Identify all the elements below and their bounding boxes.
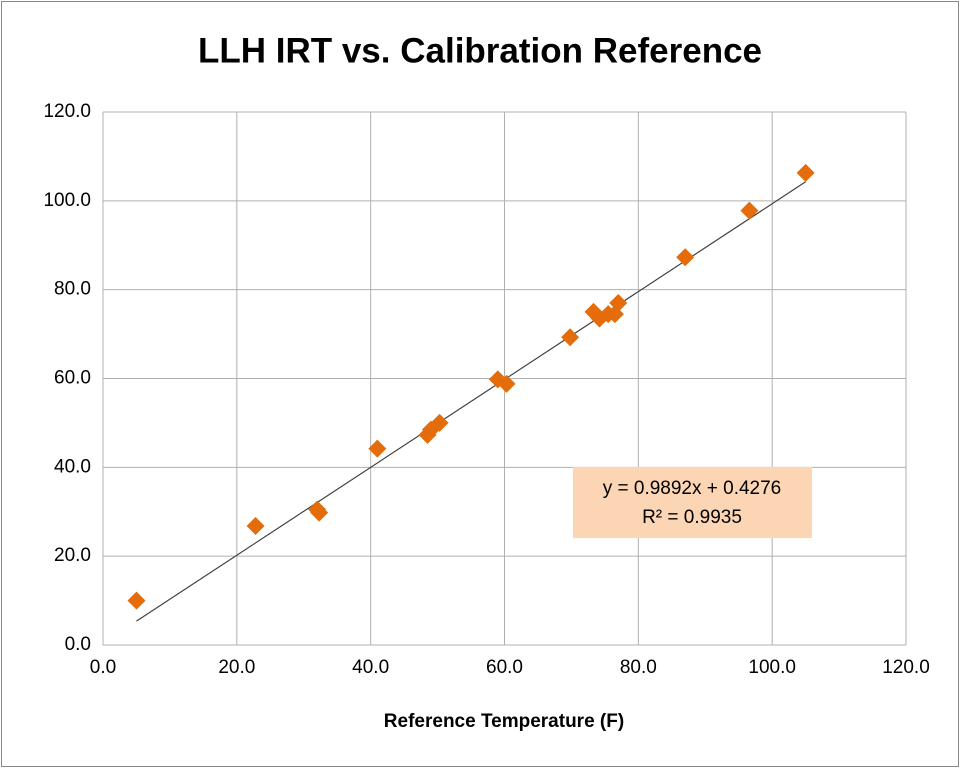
point <box>127 591 146 610</box>
y-tick-label: 120.0 <box>43 101 91 122</box>
point <box>676 248 695 267</box>
point <box>246 516 265 535</box>
x-tick-label: 120.0 <box>882 657 930 678</box>
y-tick-label: 20.0 <box>54 545 91 566</box>
y-tick-label: 60.0 <box>54 368 91 389</box>
y-tick-label: 100.0 <box>43 190 91 211</box>
trendline-equation: y = 0.9892x + 0.4276 <box>603 478 782 499</box>
point <box>430 413 449 432</box>
x-axis-label: Reference Temperature (F) <box>384 711 624 732</box>
x-tick-label: 60.0 <box>486 657 523 678</box>
point <box>740 201 759 220</box>
point <box>561 328 580 347</box>
x-tick-label: 0.0 <box>90 657 116 678</box>
point <box>497 374 516 393</box>
x-tick-label: 40.0 <box>352 657 389 678</box>
y-tick-label: 40.0 <box>54 456 91 477</box>
trendline <box>136 181 806 622</box>
x-tick-label: 100.0 <box>748 657 796 678</box>
trendline-r-squared: R² = 0.9935 <box>642 507 742 528</box>
chart-title: LLH IRT vs. Calibration Reference <box>198 31 762 70</box>
x-tick-label: 20.0 <box>218 657 255 678</box>
point <box>310 503 329 522</box>
y-tick-label: 0.0 <box>65 634 91 655</box>
point <box>796 163 815 182</box>
y-tick-label: 80.0 <box>54 279 91 300</box>
point <box>609 293 628 312</box>
trendline-label-box <box>573 467 812 538</box>
x-tick-label: 80.0 <box>620 657 657 678</box>
point <box>368 439 387 458</box>
